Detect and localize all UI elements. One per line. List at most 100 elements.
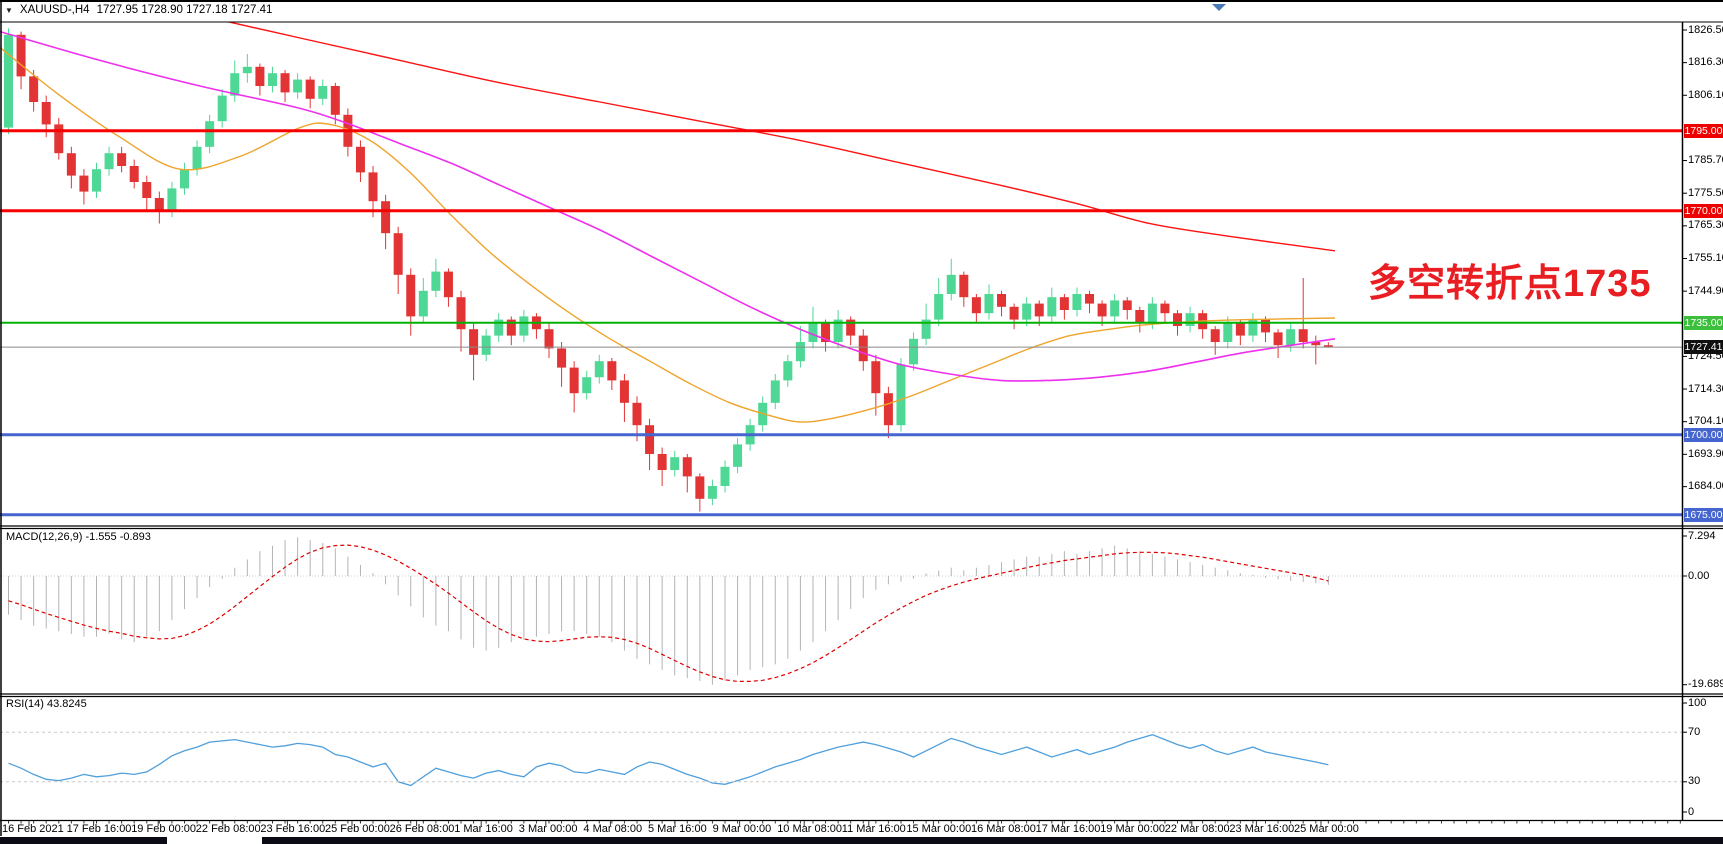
- macd-pane[interactable]: [0, 537, 1682, 685]
- rsi-pane[interactable]: [8, 734, 1329, 787]
- candle: [934, 278, 944, 326]
- time-axis-label: 9 Mar 00:00: [712, 823, 772, 835]
- time-axis-label: 25 Feb 00:00: [325, 823, 390, 835]
- candle: [242, 54, 252, 83]
- candle: [971, 294, 981, 323]
- candle: [192, 140, 202, 176]
- candle: [1009, 303, 1019, 330]
- candle: [1261, 316, 1270, 342]
- candle: [1059, 294, 1069, 320]
- time-axis-label: 25 Mar 00:00: [1294, 823, 1359, 835]
- macd-scale-label: -19.689: [1688, 678, 1723, 691]
- candle: [1047, 287, 1057, 323]
- time-axis-label: 5 Mar 16:00: [648, 823, 707, 835]
- candle: [619, 374, 629, 422]
- candle: [770, 374, 780, 410]
- price-tick-label: 1816.30: [1688, 56, 1723, 69]
- time-axis-label: 22 Mar 08:00: [1164, 823, 1230, 835]
- rsi-scale-label: 0: [1688, 805, 1695, 818]
- candle: [1235, 319, 1245, 346]
- candle: [1311, 335, 1321, 365]
- time-axis-label: 19 Mar 00:00: [1100, 823, 1166, 835]
- candle: [443, 268, 453, 307]
- candle: [1273, 329, 1283, 358]
- candle: [406, 268, 416, 336]
- ma-magenta-line: [0, 30, 1336, 382]
- time-axis-label: 17 Feb 16:00: [66, 823, 132, 835]
- candle: [1210, 326, 1220, 355]
- ohlc-values: 1727.95 1728.90 1727.18 1727.41: [96, 4, 273, 16]
- candle: [733, 438, 743, 474]
- candle: [1110, 294, 1120, 323]
- macd-signal-line: [8, 544, 1329, 683]
- price-badge-1700.00: 1700.00: [1684, 427, 1723, 442]
- candle: [1085, 290, 1095, 314]
- main-price-pane[interactable]: [0, 19, 1336, 512]
- candle: [1135, 306, 1145, 333]
- candle: [91, 162, 101, 198]
- candle: [1034, 300, 1044, 326]
- candle: [959, 271, 969, 307]
- price-tick-label: 1714.30: [1688, 382, 1723, 395]
- candle: [280, 70, 290, 102]
- ma-red-line: [225, 22, 1336, 252]
- bottom-edge-segment: [167, 837, 262, 844]
- candle: [16, 31, 26, 90]
- price-tick-label: 1693.90: [1688, 447, 1723, 460]
- rsi-line: [8, 734, 1329, 787]
- time-axis-label: 10 Mar 08:00: [777, 823, 843, 835]
- price-badge-1770.00: 1770.00: [1684, 203, 1723, 218]
- symbol-period-label: XAUUSD-,H4: [19, 4, 90, 16]
- candle: [418, 278, 428, 323]
- candle: [896, 358, 906, 432]
- candle: [670, 450, 680, 477]
- macd-scale-label: 7.294: [1688, 529, 1716, 542]
- price-tick-label: 1704.10: [1688, 415, 1723, 428]
- candle: [720, 460, 730, 493]
- candle: [129, 159, 139, 189]
- price-badge-1735.00: 1735.00: [1684, 315, 1723, 330]
- candle: [657, 447, 667, 486]
- time-axis-label: 11 Mar 16:00: [841, 823, 906, 835]
- candle: [255, 63, 265, 96]
- time-axis-label: 16 Feb 2021: [2, 823, 64, 835]
- candle: [808, 306, 818, 349]
- candle: [205, 114, 215, 154]
- candle: [883, 386, 893, 438]
- candle: [1122, 297, 1132, 320]
- candle: [104, 146, 114, 176]
- ma-orange-line: [0, 47, 1336, 423]
- price-tick-label: 1765.30: [1688, 219, 1723, 232]
- candle: [355, 140, 365, 182]
- candle: [569, 361, 579, 413]
- rsi-scale-label: 30: [1688, 775, 1701, 788]
- candle: [330, 82, 340, 125]
- candle: [117, 146, 127, 173]
- macd-scale-label: 0.00: [1688, 569, 1710, 582]
- time-axis-label: 15 Mar 00:00: [906, 823, 972, 835]
- candle: [1185, 306, 1195, 333]
- candle: [1298, 278, 1308, 349]
- candle: [506, 316, 516, 346]
- candle: [582, 370, 592, 400]
- candle: [179, 162, 189, 195]
- candle: [946, 258, 956, 301]
- price-badge-1795.00: 1795.00: [1684, 123, 1723, 138]
- candle: [909, 332, 919, 371]
- candle: [1022, 297, 1032, 326]
- time-axis-label: 16 Mar 08:00: [971, 823, 1036, 835]
- symbol-dropdown-icon[interactable]: ▼: [5, 5, 13, 15]
- candle: [267, 66, 277, 93]
- candle: [645, 418, 655, 470]
- candle: [343, 108, 353, 157]
- candle: [318, 79, 328, 106]
- price-tick-label: 1744.90: [1688, 284, 1723, 297]
- price-badge-1727.41: 1727.41: [1684, 340, 1723, 355]
- candle: [833, 310, 843, 349]
- candle: [557, 342, 567, 387]
- rsi-indicator-label: RSI(14) 43.8245: [6, 698, 87, 710]
- candle: [1223, 316, 1233, 349]
- chart-shift-marker-icon[interactable]: [1212, 4, 1226, 11]
